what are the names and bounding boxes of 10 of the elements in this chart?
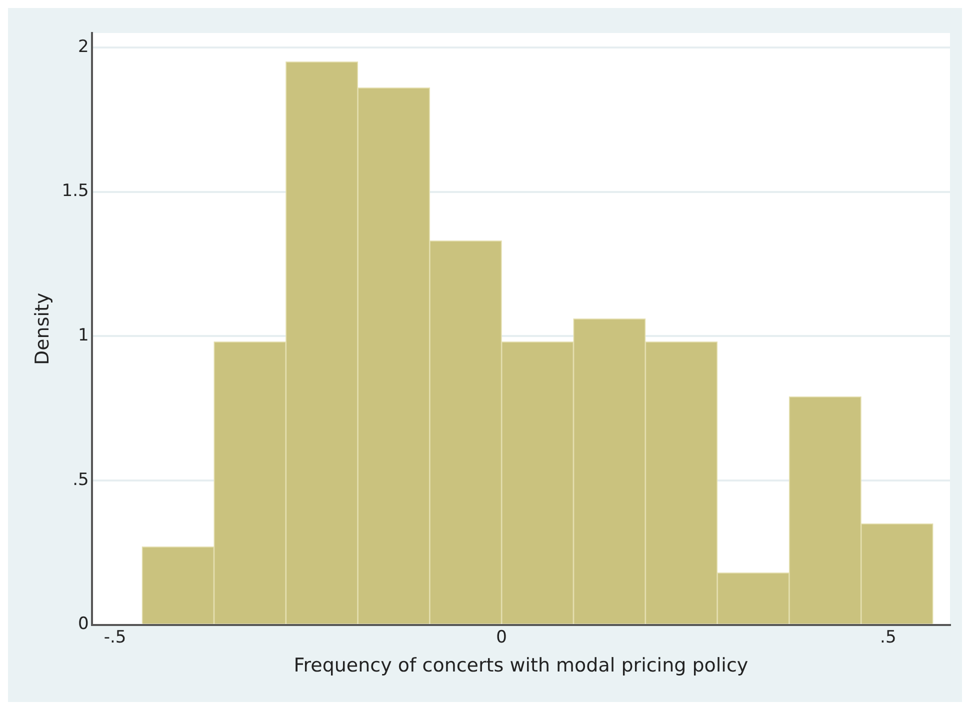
y-tick-label: 1 xyxy=(78,326,89,346)
y-tick-label: .5 xyxy=(72,470,89,490)
x-tick-label: .5 xyxy=(880,627,896,648)
x-axis-title: Frequency of concerts with modal pricing policy xyxy=(294,654,748,677)
x-tick-label: -.5 xyxy=(104,627,126,648)
y-axis-title: Density xyxy=(31,292,54,366)
x-tick-label: 0 xyxy=(496,627,508,648)
y-tick-label: 0 xyxy=(78,614,89,634)
y-tick-label: 2 xyxy=(78,36,89,57)
y-tick-label: 1.5 xyxy=(62,181,89,202)
